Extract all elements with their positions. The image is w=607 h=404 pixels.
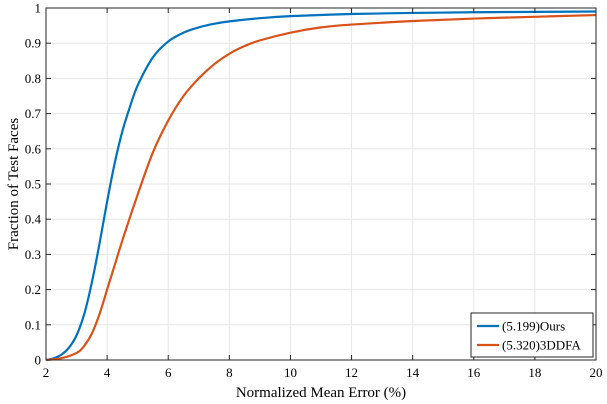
legend-box	[470, 312, 594, 358]
legend: (5.199)Ours (5.320)3DDFA	[470, 312, 594, 358]
y-tick-label: 0.4	[25, 212, 42, 227]
x-tick-label: 6	[165, 365, 172, 380]
legend-label: (5.199)Ours	[502, 319, 565, 334]
y-tick-label: 0.5	[25, 177, 41, 192]
x-tick-label: 18	[528, 365, 541, 380]
x-tick-label: 8	[226, 365, 233, 380]
x-tick-label: 12	[345, 365, 358, 380]
y-tick-label: 0.6	[25, 141, 42, 156]
y-tick-label: 1	[35, 1, 42, 16]
y-tick-label: 0.9	[25, 36, 41, 51]
y-tick-label: 0.3	[25, 247, 41, 262]
axis-ticks: 2 4 6 8 10 12 14 16 18 20 0 0.1 0.2 0.3 0.4 0.5 0.6 0.7 0.…	[25, 1, 603, 381]
x-tick-label: 10	[284, 365, 297, 380]
y-axis-label: Fraction of Test Faces	[6, 118, 22, 251]
x-tick-label: 16	[467, 365, 481, 380]
series-lines	[45, 10, 597, 362]
y-tick-label: 0.1	[25, 317, 41, 332]
y-tick-label: 0.7	[25, 106, 42, 121]
legend-label: (5.320)3DDFA	[502, 338, 581, 353]
x-tick-label: 14	[406, 365, 420, 380]
x-tick-label: 20	[590, 365, 603, 380]
grid-lines	[46, 8, 596, 360]
y-tick-label: 0	[35, 353, 42, 368]
x-tick-label: 2	[43, 365, 50, 380]
y-tick-label: 0.2	[25, 282, 41, 297]
y-tick-label: 0.8	[25, 71, 41, 86]
series-line-2	[45, 13, 597, 362]
x-axis-label: Normalized Mean Error (%)	[236, 385, 406, 401]
series-line-1	[45, 10, 597, 362]
x-tick-label: 4	[104, 365, 111, 380]
